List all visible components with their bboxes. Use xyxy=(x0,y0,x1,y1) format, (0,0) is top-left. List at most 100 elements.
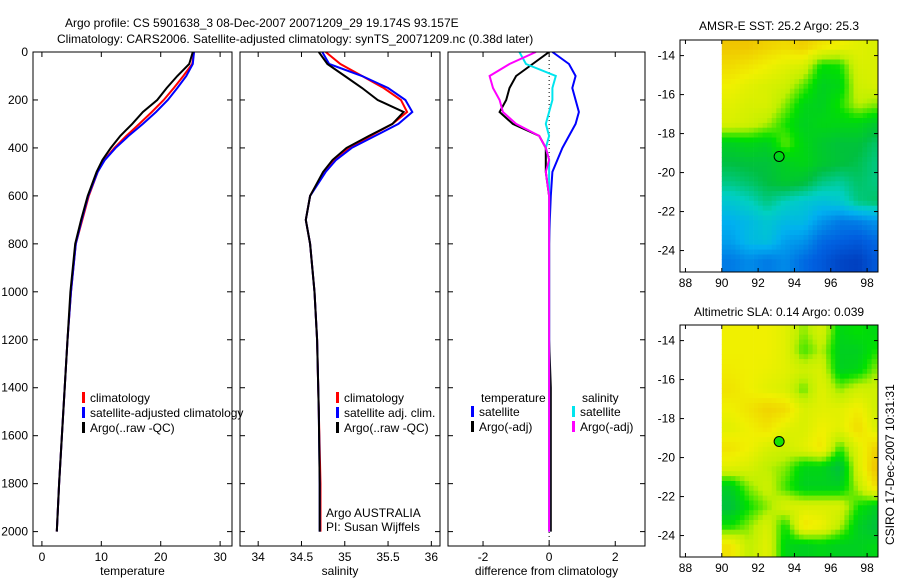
heatmap-cell xyxy=(803,210,809,216)
heatmap-cell xyxy=(735,44,741,51)
heatmap-cell xyxy=(726,230,732,236)
heatmap-cell xyxy=(821,88,827,94)
heatmap-cell xyxy=(730,59,736,65)
heatmap-cell xyxy=(758,186,763,192)
heatmap-cell xyxy=(821,264,827,270)
heatmap-cell xyxy=(862,432,868,438)
heatmap-cell xyxy=(730,368,736,375)
heatmap-cell xyxy=(749,166,754,172)
heatmap-cell xyxy=(739,554,745,558)
heatmap-cell xyxy=(803,500,809,506)
heatmap-cell xyxy=(871,161,877,168)
heatmap-cell xyxy=(848,161,854,168)
x-tick-label: -2 xyxy=(478,550,489,564)
heatmap-cell xyxy=(771,196,777,202)
heatmap-cell xyxy=(858,108,863,114)
heatmap-cell xyxy=(821,40,827,46)
heatmap-cell xyxy=(821,437,827,443)
heatmap-cell xyxy=(853,427,859,433)
heatmap-cell xyxy=(876,339,879,345)
heatmap-cell xyxy=(753,181,759,187)
heatmap-cell xyxy=(789,64,795,70)
heatmap-cell xyxy=(739,147,745,153)
heatmap-cell xyxy=(808,196,813,202)
heatmap-cell xyxy=(776,54,782,60)
heatmap-cell xyxy=(808,403,813,409)
heatmap-cell xyxy=(726,244,732,250)
heatmap-cell xyxy=(835,44,841,51)
heatmap-cell xyxy=(826,127,832,133)
heatmap-cell xyxy=(771,254,777,260)
heatmap-cell xyxy=(862,59,868,65)
heatmap-cell xyxy=(762,142,768,148)
heatmap-cell xyxy=(808,113,813,119)
heatmap-cell xyxy=(776,524,782,531)
heatmap-cell xyxy=(726,334,732,340)
heatmap-cell xyxy=(753,210,759,216)
heatmap-cell xyxy=(835,437,841,443)
heatmap-cell xyxy=(776,205,782,211)
heatmap-cell xyxy=(739,529,745,535)
heatmap-cell xyxy=(776,220,782,226)
y-tick-label: -22 xyxy=(658,490,676,504)
heatmap-cell xyxy=(753,461,759,467)
heatmap-cell xyxy=(853,147,859,153)
heatmap-cell xyxy=(799,127,804,133)
heatmap-cell xyxy=(789,539,795,545)
heatmap-cell xyxy=(780,398,786,404)
heatmap-cell xyxy=(858,74,863,80)
heatmap-cell xyxy=(799,505,804,511)
heatmap-cell xyxy=(871,485,877,492)
heatmap-cell xyxy=(835,529,841,535)
heatmap-cell xyxy=(835,210,841,216)
heatmap-cell xyxy=(858,142,863,148)
heatmap-cell xyxy=(848,264,854,270)
heatmap-cell xyxy=(844,254,850,260)
heatmap-cell xyxy=(858,83,863,90)
heatmap-cell xyxy=(871,259,877,265)
heatmap-cell xyxy=(826,339,832,345)
heatmap-cell xyxy=(799,103,804,109)
heatmap-cell xyxy=(785,437,791,443)
heatmap-cell xyxy=(799,98,804,104)
heatmap-cell xyxy=(767,269,773,273)
heatmap-cell xyxy=(808,244,813,250)
heatmap-cell xyxy=(853,554,859,558)
heatmap-cell xyxy=(848,349,854,355)
heatmap-cell xyxy=(749,364,754,370)
heatmap-cell xyxy=(812,539,818,545)
heatmap-cell xyxy=(776,244,782,250)
heatmap-cell xyxy=(867,142,872,148)
heatmap-cell xyxy=(785,359,791,365)
heatmap-cell xyxy=(758,471,763,477)
heatmap-cell xyxy=(785,349,791,355)
heatmap-cell xyxy=(848,325,854,331)
heatmap-cell xyxy=(835,505,841,511)
heatmap-cell xyxy=(721,74,727,80)
heatmap-cell xyxy=(812,334,818,340)
heatmap-cell xyxy=(853,235,859,241)
heatmap-cell xyxy=(794,554,800,558)
heatmap-cell xyxy=(749,368,754,375)
heatmap-cell xyxy=(826,171,832,177)
heatmap-cell xyxy=(776,249,782,255)
heatmap-cell xyxy=(726,485,732,492)
heatmap-cell xyxy=(835,388,841,394)
heatmap-cell xyxy=(753,505,759,511)
heatmap-cell xyxy=(776,40,782,46)
heatmap-cell xyxy=(817,176,822,182)
heatmap-cell xyxy=(808,476,813,482)
heatmap-cell xyxy=(876,344,879,350)
heatmap-cell xyxy=(817,510,822,516)
heatmap-cell xyxy=(803,325,809,331)
heatmap-cell xyxy=(808,466,813,472)
heatmap-cell xyxy=(853,239,859,246)
heatmap-cell xyxy=(744,152,750,158)
heatmap-cell xyxy=(794,152,800,158)
heatmap-cell xyxy=(762,244,768,250)
heatmap-cell xyxy=(826,417,832,423)
heatmap-cell xyxy=(749,127,754,133)
heatmap-cell xyxy=(762,220,768,226)
heatmap-cell xyxy=(862,388,868,394)
heatmap-cell xyxy=(721,500,727,506)
